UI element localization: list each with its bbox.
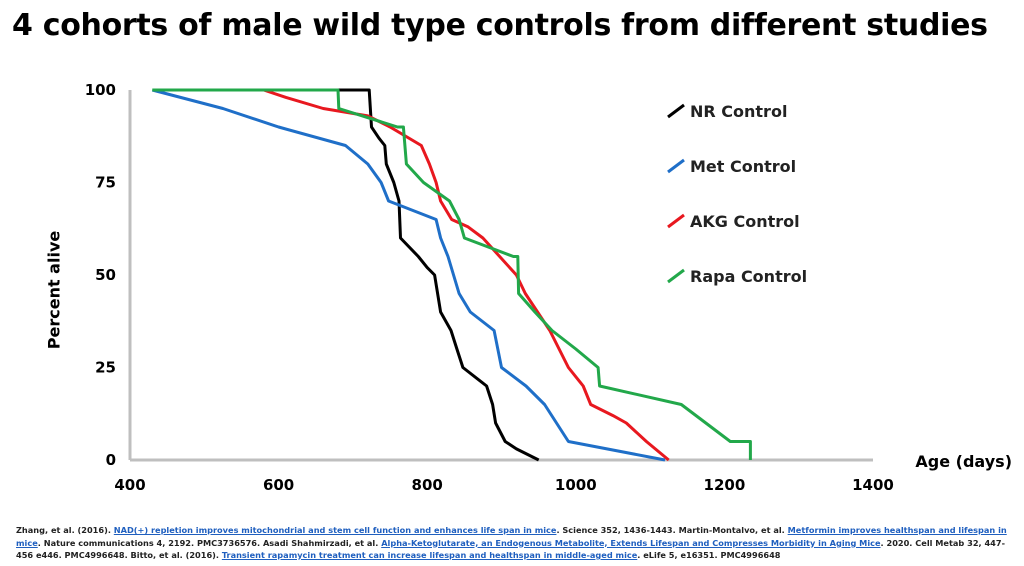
chart-series [151,88,752,462]
ref-2-after: . Nature communications 4, 2192. PMC3736… [37,537,382,548]
series-line-nr-control [338,88,540,462]
y-axis-label: Percent alive [44,230,64,350]
y-tick-label: 25 [95,359,116,377]
series-line-akg-control [263,88,670,462]
y-tick-label: 0 [106,451,116,469]
ref-2-link[interactable]: Metformin improves healthspan and lifesp… [16,525,1007,548]
ref-1-after: . Science 352, 1436-1443. Martin-Montalv… [556,525,788,535]
slide-title: 4 cohorts of male wild type controls fro… [12,8,988,43]
legend-label: Met Control [690,157,796,176]
series-line-rapa-control [152,88,752,460]
legend-swatch [667,158,685,174]
x-axis-label: Age (days) [915,452,1012,471]
x-tick-label: 800 [412,476,443,494]
legend-label: AKG Control [690,212,800,231]
series-line-met-control [151,88,666,462]
x-tick-label: 1000 [555,476,597,494]
ref-4-link[interactable]: Transient rapamycin treatment can increa… [221,550,638,560]
ref-1-text: Zhang, et al. (2016). [16,525,114,535]
y-tick-label: 100 [85,81,116,99]
x-tick-label: 400 [114,476,145,494]
references: Zhang, et al. (2016). NAD(+) repletion i… [16,524,1012,562]
legend-swatch [667,103,685,119]
ref-1-link[interactable]: NAD(+) repletion improves mitochondrial … [113,525,557,535]
ref-4-after: . eLife 5, e16351. PMC4996648 [637,550,781,560]
y-tick-label: 75 [95,174,116,192]
legend-swatch [667,268,685,284]
legend-label: Rapa Control [690,267,807,286]
ref-3-link[interactable]: Alpha-Ketoglutarate, an Endogenous Metab… [381,537,881,548]
ref-3-after: . 2020. Cell Metab 32, 447-456 e446. PMC… [16,537,1005,561]
chart-axes: 400 600 800 1000 1200 1400 0 25 50 75 100 [85,81,894,494]
chart-legend: NR Control Met Control AKG Control Rapa Con… [667,102,807,286]
x-tick-label: 600 [263,476,294,494]
y-tick-label: 50 [95,266,116,284]
x-tick-label: 1400 [852,476,894,494]
x-tick-label: 1200 [704,476,746,494]
legend-label: NR Control [690,102,787,121]
legend-swatch [667,213,685,229]
